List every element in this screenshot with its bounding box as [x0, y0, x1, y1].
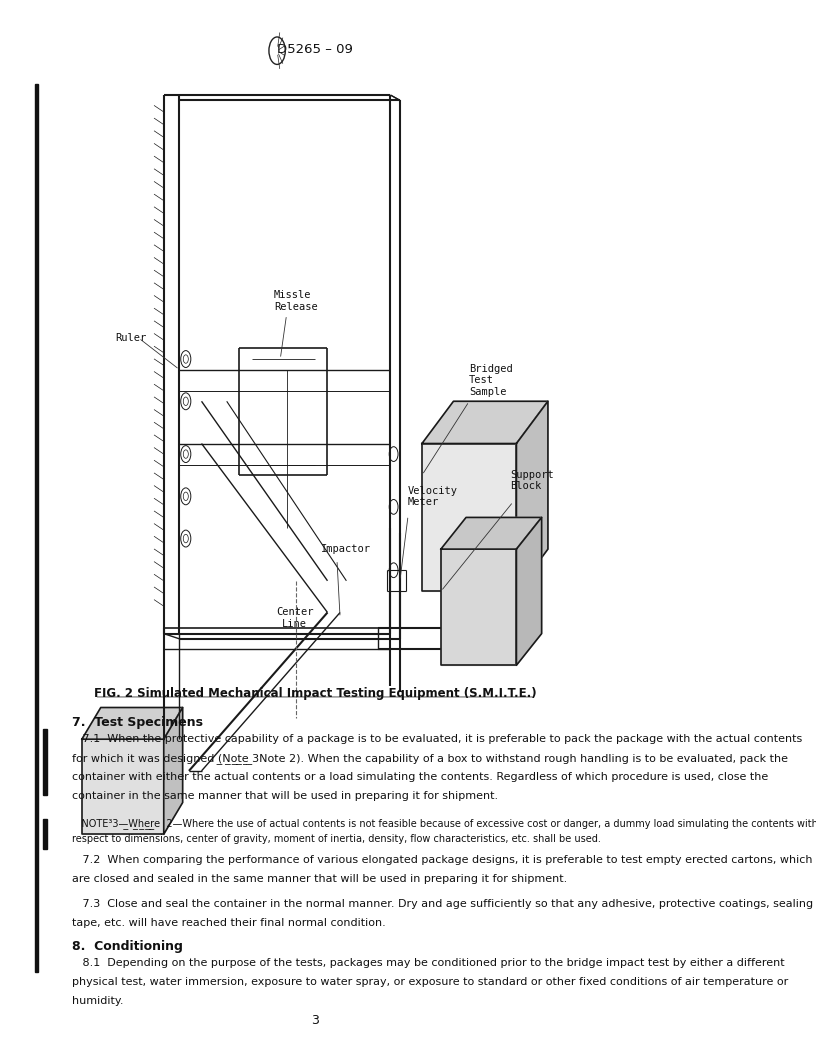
Text: D5265 – 09: D5265 – 09	[277, 43, 353, 56]
Text: FIG. 2 Simulated Mechanical Impact Testing Equipment (S.M.I.T.E.): FIG. 2 Simulated Mechanical Impact Testi…	[94, 687, 536, 700]
Bar	[42, 819, 47, 849]
Text: Bridged
Test
Sample: Bridged Test Sample	[469, 363, 513, 397]
Text: Center
Line: Center Line	[276, 607, 313, 628]
Text: Missle
Release: Missle Release	[274, 290, 317, 312]
Text: NOTE³3—̲W̲h̲e̲r̲e  2—Where the use of actual contents is not feasible because of: NOTE³3—̲W̲h̲e̲r̲e 2—Where the use of act…	[73, 818, 816, 829]
Text: Ruler: Ruler	[115, 333, 147, 343]
Polygon shape	[441, 549, 517, 665]
Text: 7.1  When the protective capability of a package is to be evaluated, it is prefe: 7.1 When the protective capability of a …	[73, 734, 803, 743]
Text: 7.2  When comparing the performance of various elongated package designs, it is : 7.2 When comparing the performance of va…	[73, 855, 813, 865]
Text: Impactor: Impactor	[322, 544, 371, 554]
Polygon shape	[422, 444, 517, 591]
Text: 8.  Conditioning: 8. Conditioning	[73, 940, 184, 953]
Text: for which it was designed (̲N̲o̲t̲e̲ ̲3Note 2). When the capability of a box to : for which it was designed (̲N̲o̲t̲e̲ ̲3N…	[73, 753, 788, 763]
Text: Support
Block: Support Block	[510, 470, 554, 491]
Polygon shape	[82, 708, 183, 739]
Bar	[34, 84, 38, 972]
Text: physical test, water immersion, exposure to water spray, or exposure to standard: physical test, water immersion, exposure…	[73, 977, 789, 986]
Polygon shape	[422, 401, 548, 444]
Text: 7.  Test Specimens: 7. Test Specimens	[73, 716, 203, 729]
Text: tape, etc. will have reached their final normal condition.: tape, etc. will have reached their final…	[73, 918, 386, 927]
Text: respect to dimensions, center of gravity, moment of inertia, density, flow chara: respect to dimensions, center of gravity…	[73, 834, 601, 844]
Polygon shape	[517, 517, 542, 665]
Text: 7.3  Close and seal the container in the normal manner. Dry and age sufficiently: 7.3 Close and seal the container in the …	[73, 899, 814, 908]
Bar	[42, 729, 47, 795]
Text: are closed and sealed in the same manner that will be used in preparing it for s: are closed and sealed in the same manner…	[73, 874, 568, 884]
Text: 3: 3	[311, 1014, 319, 1026]
Text: 8.1  Depending on the purpose of the tests, packages may be conditioned prior to: 8.1 Depending on the purpose of the test…	[73, 958, 785, 967]
Polygon shape	[82, 739, 164, 834]
Polygon shape	[517, 401, 548, 591]
Polygon shape	[441, 517, 542, 549]
Text: container in the same manner that will be used in preparing it for shipment.: container in the same manner that will b…	[73, 791, 499, 800]
Text: humidity.: humidity.	[73, 996, 124, 1005]
Text: container with either the actual contents or a load simulating the contents. Reg: container with either the actual content…	[73, 772, 769, 781]
Polygon shape	[164, 708, 183, 834]
Text: Velocity
Meter: Velocity Meter	[408, 486, 458, 507]
